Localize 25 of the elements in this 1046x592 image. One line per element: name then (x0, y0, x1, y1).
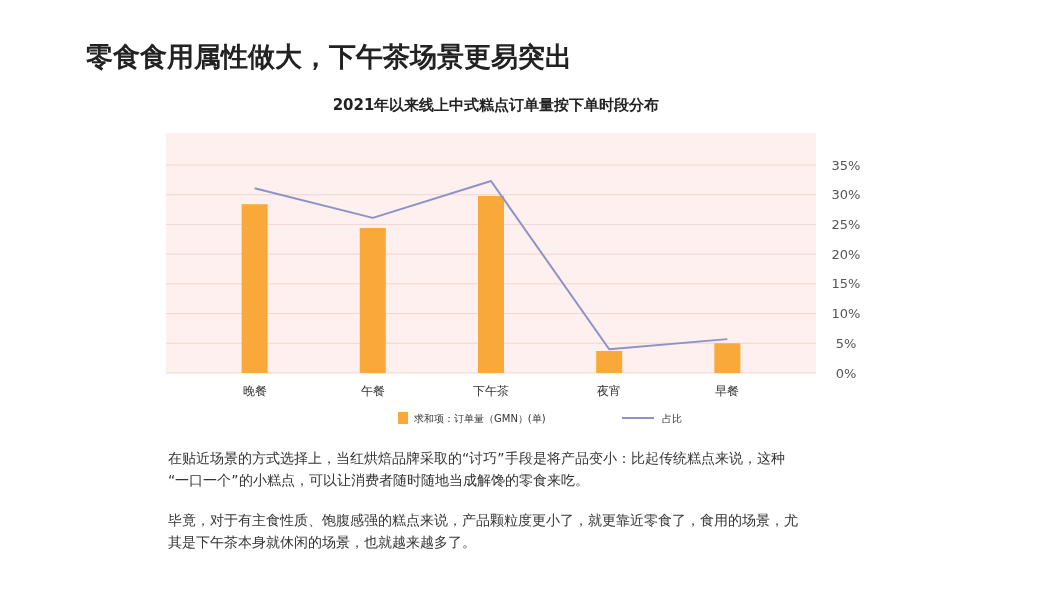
text: 毕竟，对于有主食性质、饱腹感强的糕点来说，产品颗粒度更小了，就更靠近零食了，食用的场景，尤其是下午茶本身就休闲的场景，也就越来越多了。 (168, 512, 798, 550)
y2-tick-label: 35% (831, 157, 861, 173)
bar (359, 227, 386, 373)
x-tick-label: 下午茶 (473, 384, 509, 398)
x-tick-label: 夜宵 (597, 384, 622, 398)
legend-label: 求和项：订单量（GMN）(单) (414, 412, 546, 424)
y2-tick-label: 25% (831, 216, 861, 232)
y2-tick-label: 20% (831, 246, 861, 262)
bar (596, 351, 623, 373)
chart-subtitle: 2021年以来线上中式糕点订单量按下单时段分布 (332, 96, 660, 114)
y2-tick-label: 15% (831, 276, 861, 292)
line-series (253, 180, 729, 351)
bar (478, 195, 504, 373)
bar (241, 204, 268, 373)
chart-title: 零食食用属性做大，下午茶场景更易突出 (86, 41, 572, 72)
y2-tick-label: 5% (835, 335, 857, 351)
legend-label: 占比 (662, 412, 682, 424)
x-tick-label: 晚餐 (242, 384, 267, 398)
x-tick-label: 早餐 (715, 384, 740, 398)
text: 在贴近场景的方式选择上，当红烘焙品牌采取的“讨巧”手段是将产品变小：比起传统糕点来说，这种“一口一个”的小糕点，可以让消费者随时随地当成解馋的零食来吃。 (168, 450, 785, 488)
x-tick-label: 午餐 (360, 384, 385, 398)
y2-tick-label: 10% (831, 306, 861, 322)
y2-tick-label: 30% (831, 187, 861, 203)
bar (714, 343, 741, 373)
y2-tick-label: 0% (835, 365, 857, 381)
